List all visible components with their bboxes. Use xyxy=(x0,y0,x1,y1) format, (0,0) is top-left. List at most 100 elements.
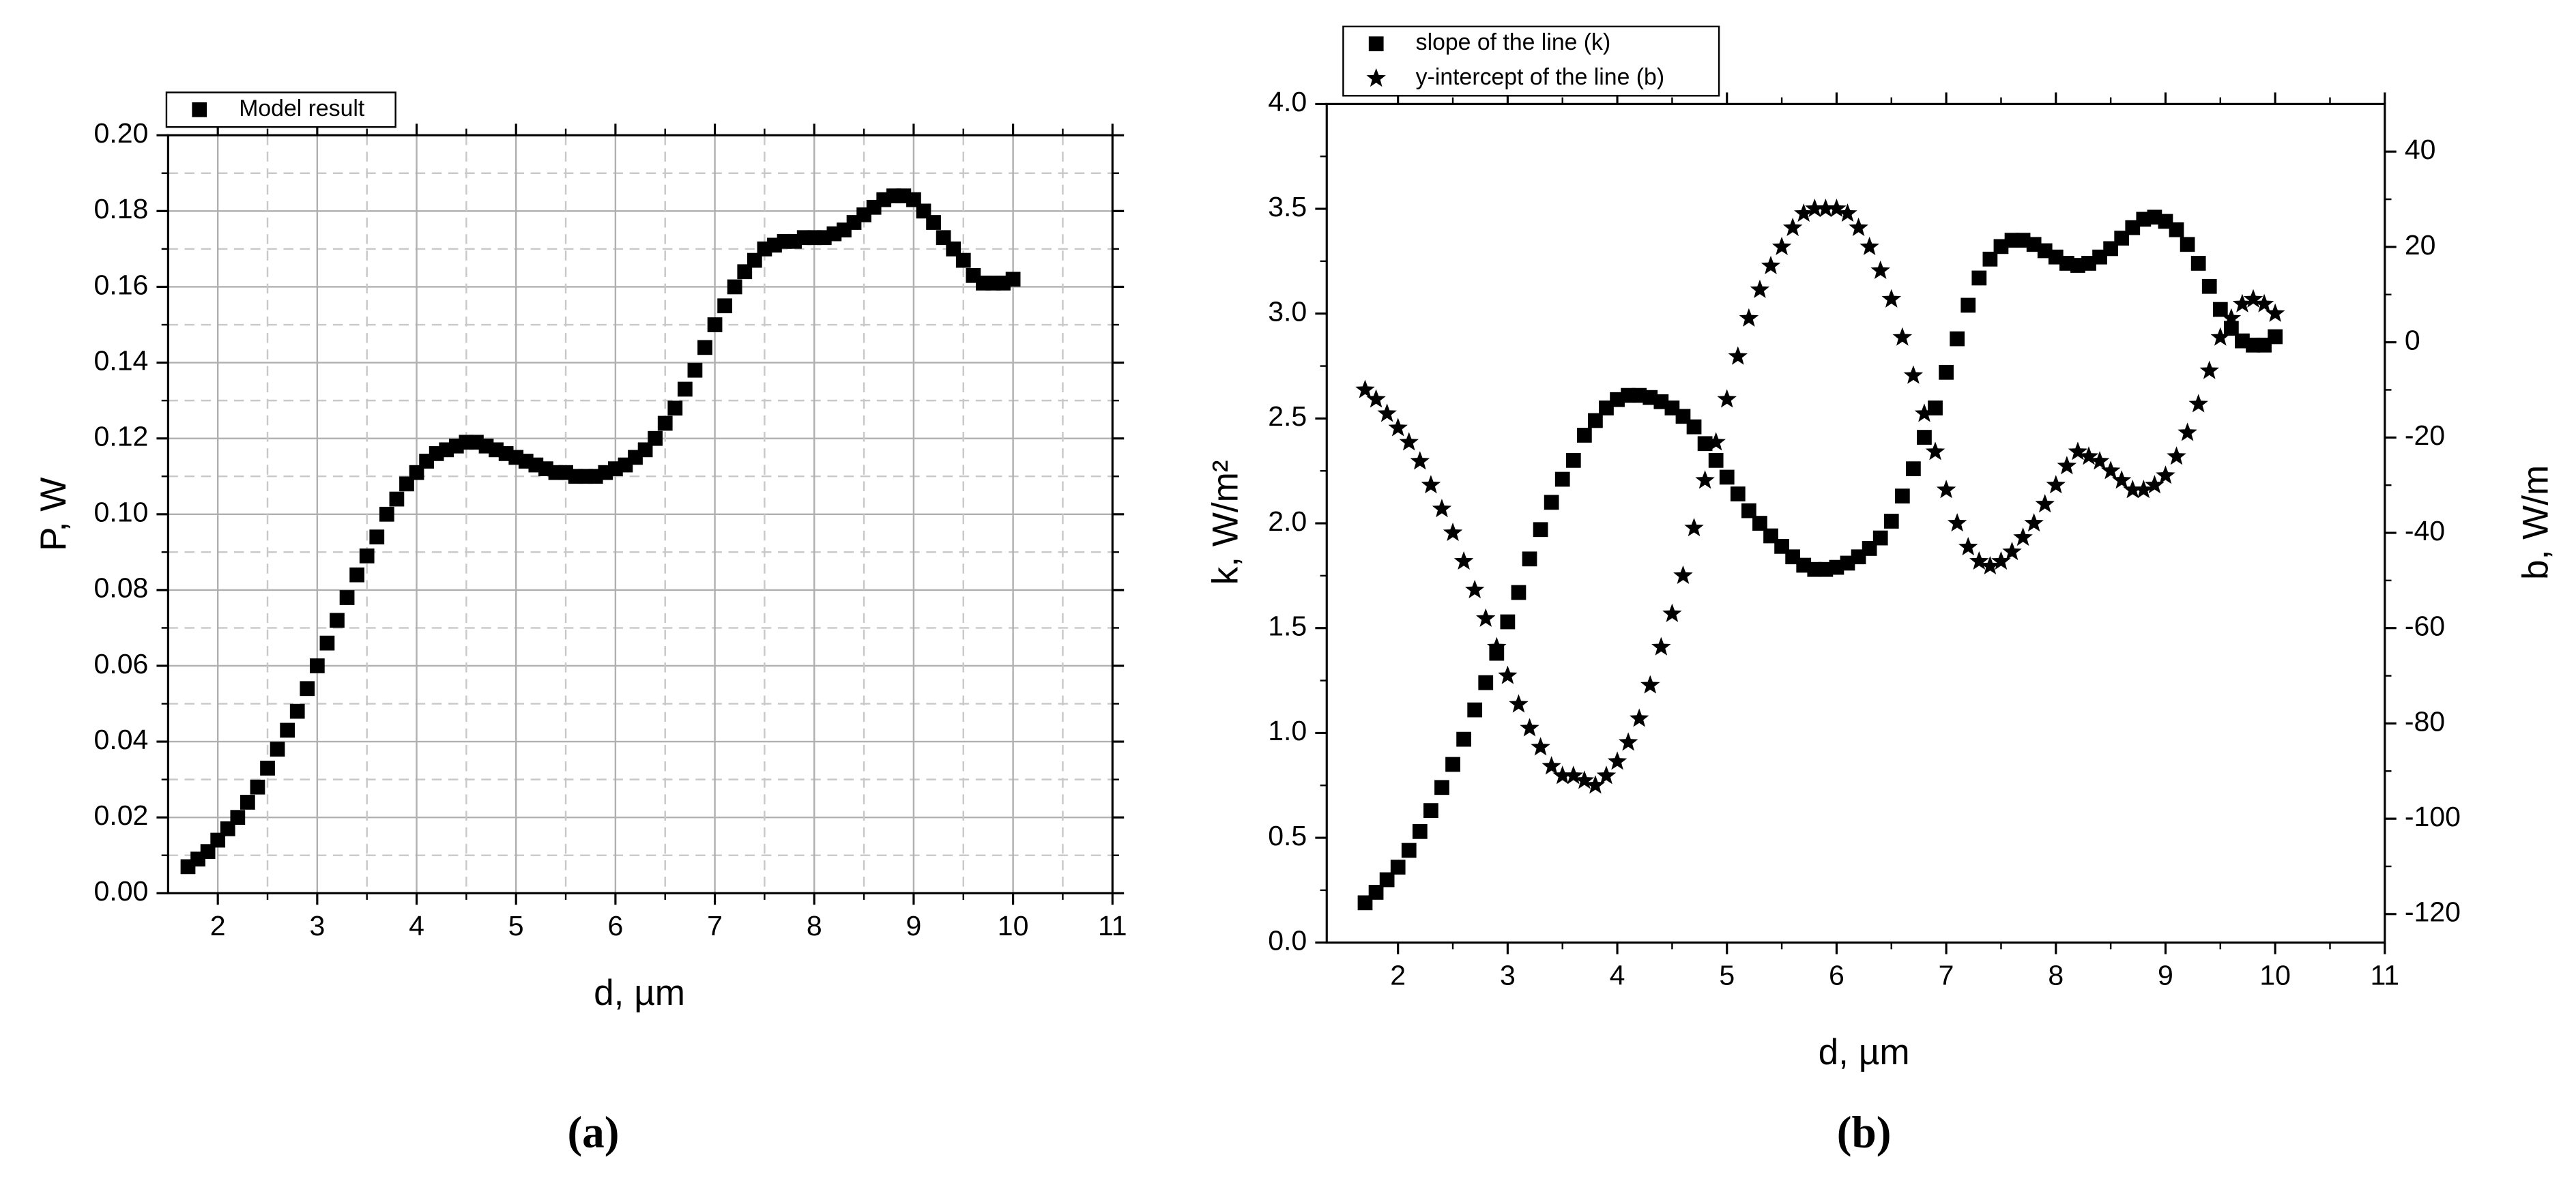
star-point xyxy=(1728,346,1748,365)
y-tick-label: 2.5 xyxy=(1268,400,1307,432)
star-point xyxy=(1552,765,1572,785)
y2-tick-label: -40 xyxy=(2405,515,2445,546)
square-point xyxy=(737,264,753,280)
x-tick-label: 2 xyxy=(210,910,226,941)
star-point xyxy=(2145,475,2165,494)
x-axis-label: d, µm xyxy=(594,973,685,1013)
square-point xyxy=(1982,251,1998,267)
x-tick-label: 9 xyxy=(2158,959,2173,991)
star-point xyxy=(2232,293,2253,312)
star-point xyxy=(1684,518,1704,537)
star-point xyxy=(2167,446,2186,465)
square-point xyxy=(1730,486,1746,501)
square-point xyxy=(399,476,414,492)
star-point xyxy=(1355,379,1375,398)
star-point xyxy=(1761,255,1781,274)
square-point xyxy=(727,279,742,295)
star-point xyxy=(1991,551,2011,570)
star-point xyxy=(1816,199,1836,218)
square-point xyxy=(2201,278,2217,294)
star-point xyxy=(1618,732,1638,751)
square-point xyxy=(359,548,375,564)
square-point xyxy=(1390,860,1406,875)
star-point xyxy=(1607,751,1627,770)
square-point xyxy=(260,761,275,776)
y2-tick-label: -120 xyxy=(2405,896,2461,928)
star-point xyxy=(1903,365,1924,384)
square-point xyxy=(1368,885,1384,900)
y-tick-label: 0.02 xyxy=(93,800,148,831)
y2-tick-label: -100 xyxy=(2405,801,2461,832)
square-point xyxy=(1719,469,1735,485)
star-point xyxy=(1827,199,1847,218)
square-point xyxy=(1906,461,1921,477)
y-tick-label: 0.04 xyxy=(93,724,148,755)
square-point xyxy=(1401,843,1417,858)
star-point xyxy=(2057,456,2077,475)
x-tick-label: 7 xyxy=(1939,959,1954,991)
legend-marker xyxy=(1368,36,1384,52)
square-point xyxy=(319,635,335,651)
y2-tick-label: 0 xyxy=(2405,324,2420,355)
square-point xyxy=(1917,430,1932,445)
star-point xyxy=(1782,218,1803,237)
square-point xyxy=(220,821,235,836)
square-point xyxy=(289,703,305,719)
square-point xyxy=(717,298,733,314)
square-point xyxy=(946,242,961,257)
star-point xyxy=(1531,737,1550,756)
square-point xyxy=(349,567,365,583)
square-point xyxy=(330,613,345,628)
star-point xyxy=(1958,537,1978,556)
star-point xyxy=(1464,579,1485,598)
star-point xyxy=(1771,236,1792,256)
star-point xyxy=(2210,327,2231,346)
star-point xyxy=(1980,555,2000,575)
x-tick-label: 10 xyxy=(2259,959,2291,991)
star-point xyxy=(1892,327,1913,346)
star-point xyxy=(2046,475,2066,494)
y-tick-label: 0.06 xyxy=(93,648,148,679)
square-point xyxy=(210,832,226,848)
chart-caption: (b) xyxy=(1837,1109,1892,1158)
x-tick-label: 8 xyxy=(2048,959,2064,991)
y-axis-label: P, W xyxy=(33,478,74,551)
square-point xyxy=(1588,413,1603,428)
square-point xyxy=(1872,530,1888,546)
square-point xyxy=(309,658,325,673)
square-point xyxy=(1894,488,1910,503)
star-point xyxy=(1947,513,1967,532)
y-tick-label: 0.10 xyxy=(93,497,148,528)
y-tick-label: 0.0 xyxy=(1268,925,1307,956)
star-point xyxy=(2243,289,2263,308)
square-point xyxy=(230,810,246,825)
star-point xyxy=(1520,718,1539,737)
square-point xyxy=(1511,585,1526,600)
square-point xyxy=(747,252,762,268)
star-point xyxy=(1793,203,1814,222)
star-point xyxy=(2100,460,2121,480)
star-point xyxy=(1487,637,1507,656)
square-point xyxy=(1741,503,1756,518)
x-tick-label: 5 xyxy=(508,910,524,941)
square-point xyxy=(1686,419,1702,435)
y-tick-label: 0.14 xyxy=(93,345,148,376)
star-point xyxy=(2177,422,2197,441)
x-tick-label: 11 xyxy=(2371,959,2400,991)
star-point xyxy=(1596,765,1617,785)
square-point xyxy=(1522,551,1537,567)
star-point xyxy=(1662,603,1682,622)
star-point xyxy=(1377,403,1397,422)
square-point xyxy=(1544,495,1559,510)
square-point xyxy=(1576,428,1592,443)
square-point xyxy=(379,506,394,522)
star-point xyxy=(2199,360,2219,379)
square-point xyxy=(648,430,663,446)
y-tick-label: 3.0 xyxy=(1268,296,1307,327)
square-point xyxy=(1554,471,1570,487)
square-point xyxy=(955,252,971,268)
star-point xyxy=(1849,218,1868,237)
star-point xyxy=(1443,523,1463,542)
star-point xyxy=(1969,551,1989,570)
